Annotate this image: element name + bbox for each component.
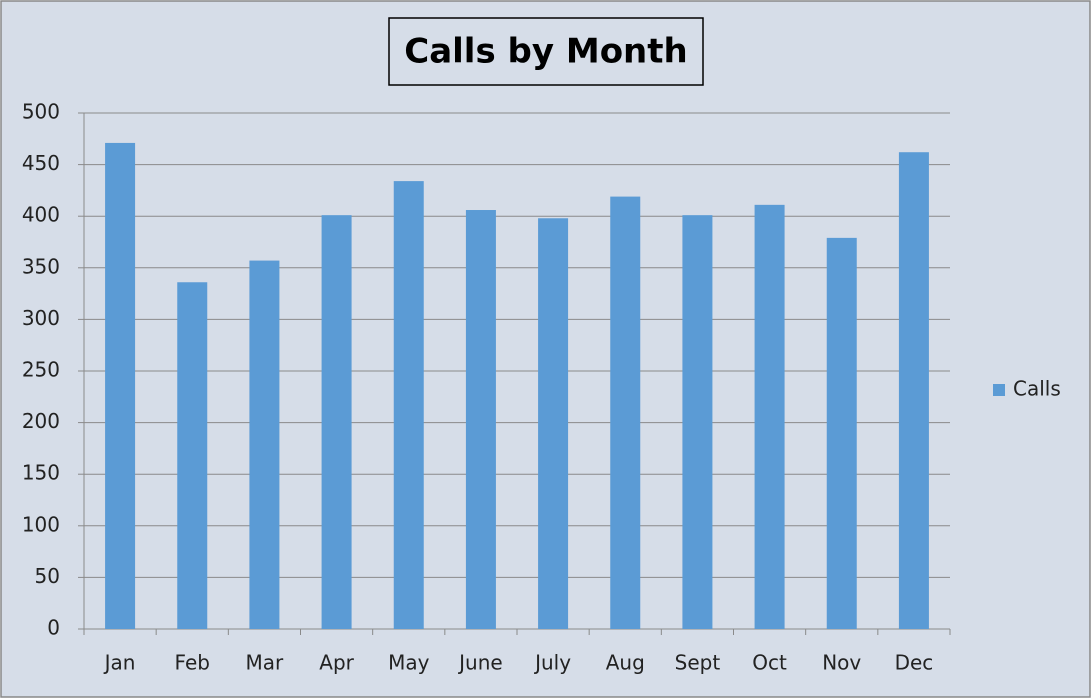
chart-title: Calls by Month	[404, 32, 687, 72]
bar	[682, 215, 713, 629]
legend-swatch	[993, 384, 1005, 396]
y-tick-label: 400	[22, 203, 60, 227]
x-tick-label: Jan	[103, 651, 136, 675]
bar	[538, 218, 569, 630]
y-tick-label: 350	[22, 254, 60, 278]
y-tick-label: 500	[22, 100, 60, 124]
y-tick-label: 0	[47, 616, 60, 640]
bar	[898, 152, 929, 629]
bar	[610, 196, 641, 630]
x-tick-label: Oct	[752, 651, 787, 675]
x-tick-label: July	[533, 651, 571, 675]
title-box	[388, 17, 704, 86]
x-tick-label: Nov	[822, 651, 861, 675]
x-tick-label: Dec	[895, 651, 934, 675]
y-tick-label: 50	[35, 564, 60, 588]
y-tick-label: 450	[22, 151, 60, 175]
bar	[177, 282, 208, 629]
x-tick-label: Apr	[319, 651, 354, 675]
bar	[393, 181, 424, 629]
y-tick-label: 150	[22, 461, 60, 485]
legend-label: Calls	[1013, 377, 1061, 401]
x-tick-label: Feb	[175, 651, 210, 675]
bar	[754, 204, 785, 629]
x-tick-label: Sept	[675, 651, 721, 675]
x-tick-label: Aug	[606, 651, 645, 675]
bar	[321, 215, 352, 629]
x-tick-label: Mar	[246, 651, 285, 675]
bar	[249, 260, 280, 629]
y-tick-label: 300	[22, 306, 60, 330]
bar	[105, 142, 136, 630]
y-tick-label: 100	[22, 512, 60, 536]
bar	[826, 237, 857, 629]
y-tick-label: 250	[22, 358, 60, 382]
x-tick-label: June	[457, 651, 503, 675]
bar	[465, 210, 496, 629]
y-tick-label: 200	[22, 409, 60, 433]
x-tick-label: May	[388, 651, 430, 675]
